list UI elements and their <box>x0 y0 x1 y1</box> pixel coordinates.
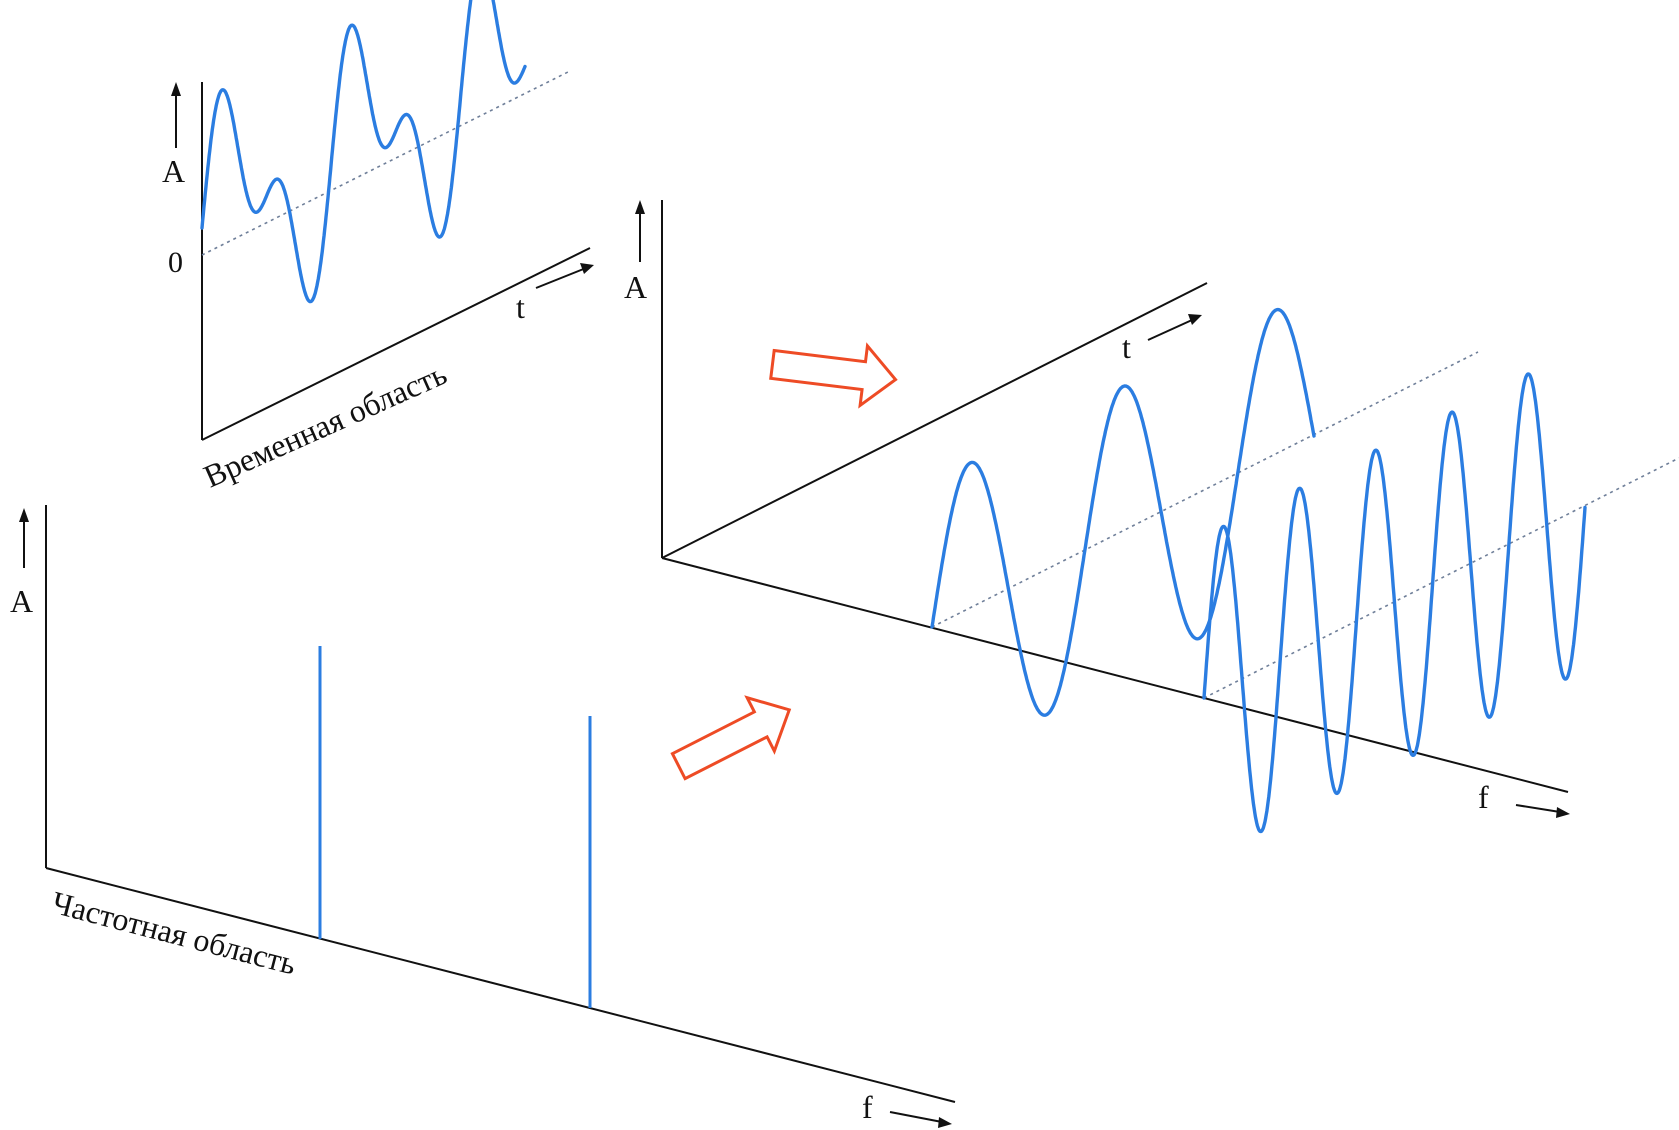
combined-frequency-label: f <box>1478 779 1489 815</box>
combined-guide-line-2 <box>1203 457 1679 699</box>
frequency-domain-amplitude-label: A <box>10 583 33 619</box>
time-domain-time-label: t <box>516 289 525 325</box>
combined-frequency-arrow <box>1515 804 1561 813</box>
time-domain-signal-waveform <box>200 0 527 304</box>
combined-time-label: t <box>1122 329 1131 365</box>
time-domain-amplitude-arrowhead <box>171 82 181 96</box>
combined-time-arrow <box>1147 319 1193 341</box>
combined-frequency-arrowhead <box>1556 807 1570 818</box>
time-domain-caption: Временная область <box>198 355 452 494</box>
combined-3d-panel: A t f <box>624 200 1679 834</box>
combined-amplitude-label: A <box>624 269 647 305</box>
time-domain-amplitude-label: A <box>162 153 185 189</box>
frequency-domain-frequency-arrowhead <box>938 1117 952 1128</box>
frequency-domain-panel: A f Частотная область <box>10 505 956 1128</box>
time-domain-zero-label: 0 <box>168 246 183 279</box>
combined-time-axis <box>661 282 1208 559</box>
combined-guide-line-1 <box>931 351 1479 628</box>
time-domain-time-arrowhead <box>580 263 594 274</box>
frequency-domain-caption: Частотная область <box>48 884 300 982</box>
transform-arrow-to-3d <box>769 342 898 409</box>
time-domain-time-arrow <box>535 267 587 289</box>
transform-arrow-from-3d <box>670 695 792 781</box>
combined-low-frequency-component <box>930 307 1316 717</box>
frequency-domain-frequency-label: f <box>862 1089 873 1125</box>
time-domain-panel: A 0 t Временная область <box>162 0 594 494</box>
combined-amplitude-arrowhead <box>635 200 645 214</box>
frequency-domain-amplitude-arrowhead <box>19 508 29 522</box>
combined-time-arrowhead <box>1188 314 1202 325</box>
frequency-domain-frequency-arrow <box>889 1111 943 1123</box>
combined-high-frequency-component <box>1202 372 1587 834</box>
frequency-domain-frequency-axis <box>45 867 956 1103</box>
time-domain-zero-line <box>201 71 569 256</box>
time-domain-time-axis <box>201 247 591 441</box>
